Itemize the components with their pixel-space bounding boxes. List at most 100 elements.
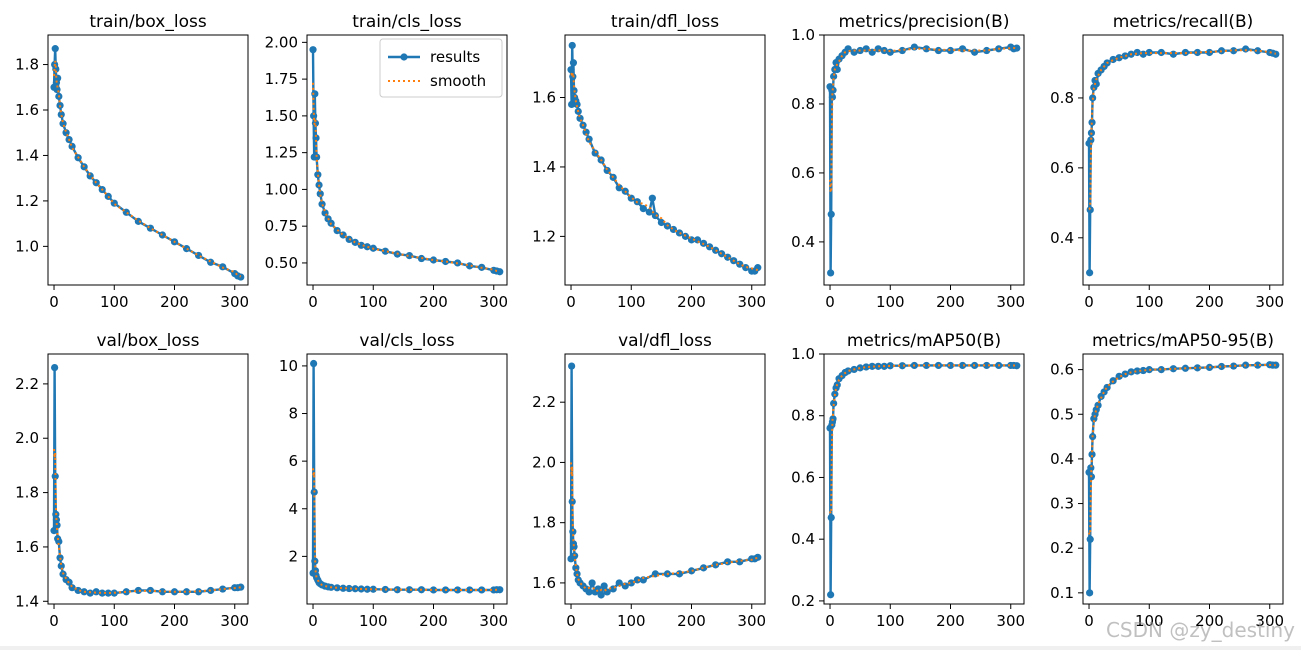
results-point <box>1133 367 1141 375</box>
results-point <box>454 586 462 594</box>
x-tick-label: 100 <box>359 293 388 311</box>
legend-results-marker <box>400 53 408 61</box>
results-point <box>699 564 708 572</box>
smooth-line <box>1088 364 1276 538</box>
results-point <box>363 243 371 251</box>
panel-metrics-map50-b-: metrics/mAP50(B) 0 100 200 300 0.2 0.4 0.6 0.8 1.… <box>791 331 1025 630</box>
results-point <box>742 264 750 272</box>
results-point <box>597 591 605 599</box>
x-tick-label: 300 <box>996 293 1025 311</box>
results-point <box>51 472 59 480</box>
results-point <box>158 231 167 239</box>
y-tick-label: 1.50 <box>265 107 298 125</box>
y-tick-label: 0.8 <box>1050 89 1074 107</box>
results-point <box>971 48 979 56</box>
y-tick-label: 1.4 <box>15 146 39 164</box>
y-tick-label: 0.4 <box>791 530 815 548</box>
x-tick-label: 300 <box>737 293 766 311</box>
y-tick-label: 1.6 <box>15 538 39 556</box>
y-tick-label: 0.6 <box>791 164 815 182</box>
results-point <box>1242 45 1250 53</box>
results-point <box>237 273 245 281</box>
results-point <box>219 585 227 593</box>
results-point <box>591 149 599 157</box>
results-point <box>570 543 578 551</box>
results-point <box>182 588 191 596</box>
results-point <box>345 584 353 593</box>
results-point <box>381 247 389 255</box>
smooth-line <box>312 82 500 273</box>
results-point <box>1193 364 1202 372</box>
panel-val-cls-loss: val/cls_loss 0 100 200 300 2 4 6 8 10 <box>279 331 508 630</box>
results-point <box>466 586 474 594</box>
results-point <box>754 264 762 272</box>
results-point <box>868 362 876 370</box>
results-point <box>56 554 64 562</box>
smooth-line <box>829 46 1017 193</box>
results-point <box>1087 136 1095 144</box>
y-tick-label: 1.2 <box>15 192 39 210</box>
results-point <box>827 269 835 277</box>
results-point <box>675 570 684 578</box>
panel-title: metrics/mAP50-95(B) <box>1092 331 1274 351</box>
results-point <box>92 588 100 596</box>
x-tick-label: 100 <box>1135 612 1164 630</box>
results-point <box>363 585 371 593</box>
results-point <box>862 363 870 371</box>
axes-frame <box>823 34 1025 286</box>
results-point <box>983 46 991 55</box>
results-point <box>207 258 215 266</box>
panel-val-box-loss: val/box_loss 0 100 200 300 1.4 1.6 1.8 2.0 2.2 <box>15 331 249 630</box>
results-line <box>52 47 242 279</box>
results-point <box>496 268 504 276</box>
x-tick-label: 0 <box>825 293 835 311</box>
y-tick-label: 0.4 <box>791 233 815 251</box>
results-point <box>54 74 62 82</box>
panel-title: train/box_loss <box>89 12 207 32</box>
results-point <box>53 521 61 529</box>
axes-frame <box>564 353 766 605</box>
results-point <box>405 586 414 594</box>
results-point <box>569 528 577 536</box>
x-tick-label: 200 <box>419 293 448 311</box>
y-tick-label: 0.6 <box>791 468 815 486</box>
x-tick-label: 0 <box>1084 293 1094 311</box>
results-point <box>829 415 837 423</box>
y-tick-label: 1.0 <box>15 237 39 255</box>
panel-title: metrics/mAP50(B) <box>847 331 1001 351</box>
x-tick-label: 100 <box>617 612 646 630</box>
results-point <box>59 120 67 128</box>
panel-metrics-recall-b-: metrics/recall(B) 0 100 200 300 0.4 0.6 0.8 <box>1050 12 1284 311</box>
results-line <box>828 364 1017 596</box>
y-tick-label: 1.4 <box>532 158 556 176</box>
x-tick-label: 300 <box>220 293 249 311</box>
results-point <box>310 359 318 368</box>
results-point <box>922 45 931 53</box>
results-point <box>1169 50 1177 58</box>
y-tick-label: 1.8 <box>532 514 556 532</box>
smooth-line <box>1088 49 1276 211</box>
x-tick-label: 0 <box>49 612 59 630</box>
panel-train-cls-loss: train/cls_loss 0 100 200 300 0.50 0.75 1.00 1.25… <box>265 12 508 311</box>
x-tick-label: 100 <box>100 293 129 311</box>
x-tick-label: 200 <box>677 293 706 311</box>
y-tick-label: 4 <box>288 500 298 518</box>
y-tick-label: 2.00 <box>265 33 298 51</box>
results-point <box>339 584 347 592</box>
x-tick-label: 0 <box>308 293 318 311</box>
x-tick-label: 300 <box>996 612 1025 630</box>
results-point <box>568 497 576 506</box>
results-point <box>1205 48 1214 57</box>
y-tick-label: 0.2 <box>791 592 815 610</box>
results-point <box>675 229 684 237</box>
results-point <box>237 583 245 591</box>
results-point <box>195 588 203 596</box>
results-point <box>1092 80 1100 88</box>
x-tick-label: 100 <box>1135 293 1164 311</box>
results-point <box>429 586 438 594</box>
x-tick-label: 0 <box>308 612 318 630</box>
results-point <box>1217 362 1226 371</box>
y-tick-label: 1.6 <box>532 89 556 107</box>
results-point <box>1139 366 1147 375</box>
results-point <box>983 361 991 370</box>
